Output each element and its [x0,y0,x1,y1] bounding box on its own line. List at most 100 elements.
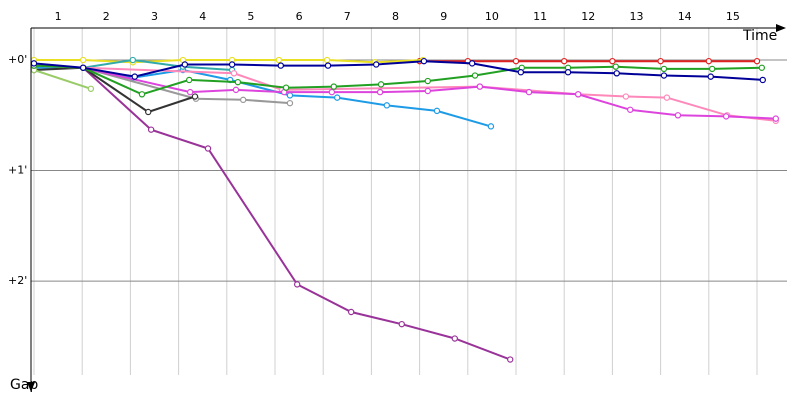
data-point [204,145,212,152]
data-point [772,115,779,122]
data-point [191,93,199,100]
data-point [627,106,634,113]
data-point [147,126,155,133]
data-point [79,64,87,71]
data-point [705,57,713,65]
data-point [324,62,332,69]
data-point [574,91,582,98]
data-point [376,88,384,96]
data-point [145,108,152,116]
x-tick-label: 10 [485,10,499,23]
y-tick-label: +0' [8,53,27,66]
data-point [282,84,290,91]
data-point [131,73,138,80]
data-point [239,96,247,104]
x-tick-label: 14 [678,10,692,23]
data-point [79,56,87,64]
x-tick-label: 12 [581,10,595,23]
data-point [471,72,479,79]
data-point [333,94,341,101]
x-tick-label: 11 [533,10,547,23]
data-point [277,62,284,69]
data-point [186,76,193,84]
x-tick-label: 8 [392,10,399,23]
data-point [328,88,336,96]
plot-area [31,28,787,375]
x-tick-label: 15 [726,10,740,23]
data-point [433,107,441,115]
data-point [609,57,616,65]
data-point [612,63,619,70]
data-point [517,69,525,76]
data-point [424,87,431,95]
series-line [33,66,196,114]
x-tick-label: 2 [103,10,110,23]
data-point [758,64,766,71]
data-point [663,94,671,101]
data-point [613,70,620,77]
data-point [622,93,630,100]
data-point [330,83,338,90]
data-point [561,57,568,65]
series-line [82,66,290,105]
data-point [468,60,476,67]
x-tick-label: 4 [199,10,206,23]
series-line [33,69,92,90]
data-point [181,61,189,68]
data-point [129,56,137,64]
data-point [373,61,380,68]
y-axis-arrow [27,382,35,392]
data-point [753,57,761,65]
x-axis-title: Time [742,28,777,44]
x-tick-label: 5 [247,10,254,23]
data-point [232,86,240,94]
data-point [507,356,514,363]
data-point [30,60,38,67]
x-tick-label: 13 [630,10,644,23]
data-point [660,72,668,79]
data-point [347,308,355,316]
x-tick-label: 7 [344,10,351,23]
y-axis-title: Gap [10,377,38,393]
data-point [759,76,766,84]
data-point [383,102,391,109]
data-point [286,99,294,107]
data-point [286,92,294,99]
series-line [33,64,762,96]
data-point [323,56,331,64]
data-point [512,57,520,65]
series-lines [30,56,779,363]
y-tick-label: +2' [8,274,27,287]
data-point [275,56,283,64]
data-point [293,281,301,288]
data-point [674,112,682,119]
data-point [525,88,533,96]
y-tick-label: +1' [8,164,27,177]
x-tick-label: 6 [296,10,303,23]
data-point [660,65,668,73]
data-point [230,70,238,77]
x-tick-label: 3 [151,10,158,23]
data-point [234,78,242,86]
data-point [420,57,428,65]
data-point [657,57,664,65]
x-axis-arrow [776,24,786,32]
data-point [487,123,495,130]
data-point [476,83,484,90]
data-point [451,335,458,342]
series-line [33,60,763,81]
data-point [708,65,716,73]
x-tick-label: 1 [55,10,62,23]
data-point [564,69,572,76]
x-tick-label: 9 [440,10,447,23]
data-point [424,77,431,85]
data-point [398,320,405,328]
data-point [87,85,95,92]
data-point [377,81,385,88]
data-point [722,113,730,120]
data-point [228,61,236,68]
data-point [186,88,194,96]
data-point [707,73,714,80]
data-point [138,91,146,98]
